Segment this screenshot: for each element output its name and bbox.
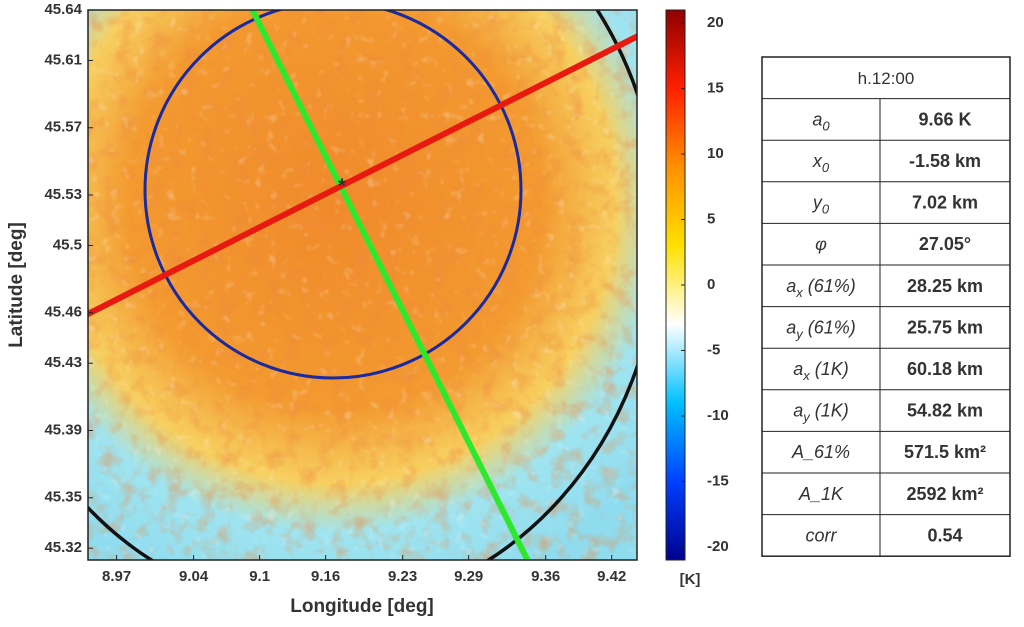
param-symbol: a: [812, 109, 822, 129]
param-sub: 0: [822, 202, 830, 217]
param-value: 571.5 km²: [904, 442, 986, 462]
param-value: 27.05°: [919, 234, 971, 254]
y-tick-label: 45.57: [44, 119, 82, 136]
param-value: 28.25 km: [907, 276, 983, 296]
y-tick-label: 45.53: [44, 186, 82, 203]
svg-text:*: *: [338, 175, 346, 197]
param-sub: 0: [822, 118, 830, 133]
param-suffix: (1K): [810, 359, 849, 379]
param-value: -1.58 km: [909, 151, 981, 171]
param-sub: x: [802, 368, 810, 383]
colorbar-tick-label: -15: [707, 472, 729, 489]
param-sub: 0: [822, 160, 830, 175]
colorbar-tick-label: -10: [707, 407, 729, 424]
x-tick-label: 9.1: [249, 568, 270, 585]
param-sub: y: [795, 326, 804, 341]
param-name: ax (1K): [793, 359, 849, 383]
param-sub: y: [802, 410, 811, 425]
param-value: 2592 km²: [906, 484, 983, 504]
param-name: x0: [812, 151, 830, 175]
param-value: 60.18 km: [907, 359, 983, 379]
param-symbol: x: [812, 151, 823, 171]
param-symbol: y: [811, 193, 823, 213]
param-symbol: A_61%: [791, 442, 850, 462]
param-symbol: A_1K: [798, 484, 844, 504]
param-name: ax (61%): [786, 276, 856, 300]
table-title: h.12:00: [858, 69, 915, 88]
colorbar-tick-label: -5: [707, 341, 720, 358]
colorbar-label: [K]: [680, 571, 701, 588]
heatmap-field: *: [88, 10, 637, 560]
param-symbol: a: [786, 317, 796, 337]
x-tick-label: 9.23: [388, 568, 417, 585]
colorbar-tick-label: 20: [707, 14, 724, 31]
x-tick-label: 9.36: [531, 568, 560, 585]
y-tick-label: 45.61: [44, 51, 82, 68]
param-name: corr: [806, 525, 838, 545]
param-name: a0: [812, 109, 830, 133]
y-tick-label: 45.32: [44, 539, 82, 556]
y-tick-label: 45.39: [44, 421, 82, 438]
param-symbol: a: [793, 359, 803, 379]
colorbar-tick-label: 5: [707, 210, 715, 227]
colorbar-tick-label: 15: [707, 80, 724, 97]
param-name: y0: [811, 193, 830, 217]
param-name: ay (61%): [786, 317, 856, 341]
x-tick-label: 9.04: [179, 568, 209, 585]
param-value: 0.54: [927, 525, 962, 545]
param-suffix: (1K): [810, 401, 849, 421]
param-sub: x: [795, 285, 803, 300]
x-tick-label: 9.29: [454, 568, 483, 585]
param-symbol: a: [786, 276, 796, 296]
param-suffix: (61%): [803, 276, 856, 296]
param-value: 25.75 km: [907, 317, 983, 337]
param-name: ay (1K): [793, 401, 849, 425]
param-name: φ: [815, 234, 827, 254]
param-symbol: φ: [815, 234, 827, 254]
x-tick-label: 9.16: [311, 568, 340, 585]
colorbar-tick-label: 10: [707, 145, 724, 162]
y-tick-label: 45.64: [44, 1, 82, 18]
param-name: A_61%: [791, 442, 850, 462]
param-name: A_1K: [798, 484, 844, 504]
y-tick-label: 45.5: [53, 236, 82, 253]
param-symbol: corr: [806, 525, 838, 545]
x-tick-label: 8.97: [102, 568, 131, 585]
x-axis-label: Longitude [deg]: [290, 596, 434, 617]
y-axis-label: Latitude [deg]: [6, 222, 27, 348]
param-value: 7.02 km: [912, 193, 978, 213]
y-tick-label: 45.46: [44, 304, 82, 321]
y-tick-label: 45.43: [44, 354, 82, 371]
colorbar-tick-label: 0: [707, 276, 715, 293]
y-tick-label: 45.35: [44, 489, 82, 506]
param-value: 9.66 K: [918, 109, 971, 129]
plot-frame: [87, 9, 638, 561]
x-tick-label: 9.42: [597, 568, 626, 585]
param-value: 54.82 km: [907, 401, 983, 421]
param-symbol: a: [793, 401, 803, 421]
colorbar-tick-label: -20: [707, 538, 729, 555]
param-suffix: (61%): [803, 317, 856, 337]
